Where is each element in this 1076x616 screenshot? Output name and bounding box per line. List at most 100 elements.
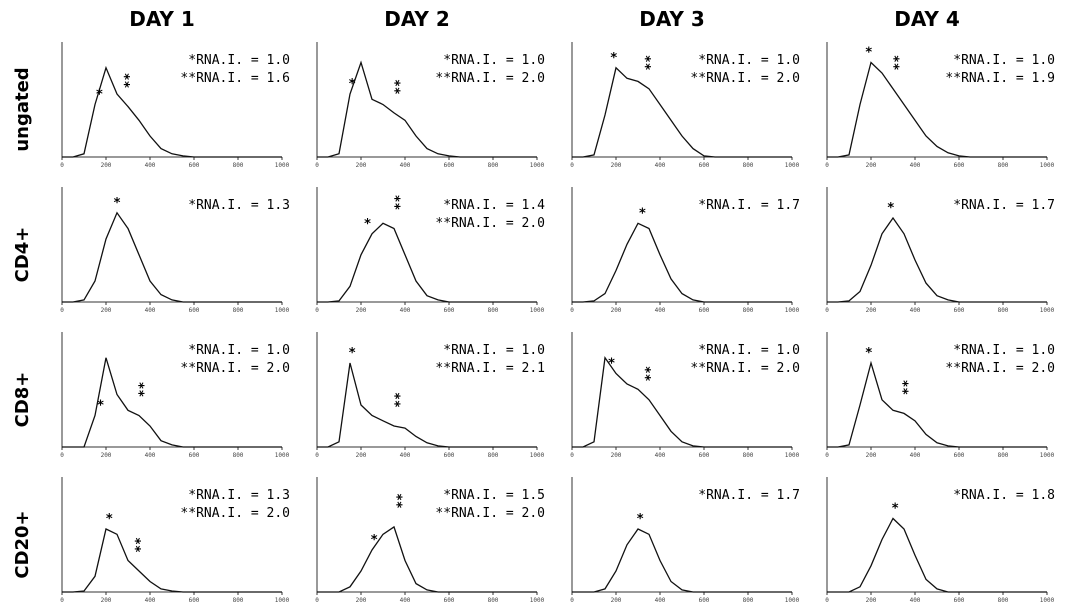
x-tick-label: 400 [910,307,921,314]
x-tick-label: 400 [400,452,411,459]
x-tick-label: 200 [866,162,877,169]
histogram [572,356,792,448]
peak-marker: * [891,502,899,517]
peak-marker: * [887,201,895,216]
x-tick-label: 600 [189,162,200,169]
peak-marker: * [610,51,618,66]
histogram [827,517,1047,593]
x-tick-label: 200 [356,597,367,604]
x-tick-label: 800 [233,597,244,604]
x-tick-label: 800 [233,307,244,314]
x-tick-label: 600 [954,452,965,459]
x-tick-label: 600 [444,307,455,314]
x-tick-label: 200 [101,597,112,604]
x-tick-label: 600 [954,307,965,314]
x-tick-label: 600 [699,452,710,459]
peak-marker: * [638,206,646,221]
x-tick-label: 400 [145,452,156,459]
rna-index-label: **RNA.I. = 2.0 [435,216,545,231]
rna-index-label: **RNA.I. = 2.0 [180,506,290,521]
rna-index-label: *RNA.I. = 1.0 [443,53,545,68]
rna-index-label: *RNA.I. = 1.5 [443,488,545,503]
x-tick-label: 400 [400,307,411,314]
column-header: DAY 4 [894,7,960,31]
histogram [827,61,1047,158]
x-tick-label: 1000 [785,597,800,604]
x-tick-label: 0 [60,162,64,169]
x-tick-label: 0 [315,597,319,604]
x-tick-label: 1000 [530,162,545,169]
rna-index-label: *RNA.I. = 1.4 [443,198,545,213]
x-tick-label: 400 [145,307,156,314]
peak-marker: * [364,217,372,232]
x-tick-label: 600 [699,597,710,604]
x-tick-label: 400 [655,307,666,314]
x-tick-label: 0 [60,452,64,459]
x-tick-label: 400 [145,162,156,169]
x-tick-label: 600 [444,452,455,459]
x-tick-label: 400 [655,162,666,169]
rna-index-label: *RNA.I. = 1.3 [188,198,290,213]
histogram [827,216,1047,303]
x-tick-label: 0 [315,162,319,169]
rna-index-label: *RNA.I. = 1.0 [953,343,1055,358]
rna-index-label: **RNA.I. = 1.6 [180,71,290,86]
x-tick-label: 600 [189,452,200,459]
histogram [317,525,537,593]
x-tick-label: 200 [866,452,877,459]
rna-index-label: **RNA.I. = 2.0 [435,71,545,86]
peak-marker: ** [894,380,909,396]
x-tick-label: 200 [101,452,112,459]
peak-marker: * [370,533,378,548]
x-tick-label: 200 [101,307,112,314]
x-tick-label: 600 [954,162,965,169]
peak-marker: * [865,46,873,61]
x-tick-label: 0 [570,307,574,314]
x-tick-label: 800 [233,162,244,169]
peak-marker: ** [387,392,402,408]
column-header: DAY 3 [639,7,705,31]
x-tick-label: 200 [356,307,367,314]
x-tick-label: 600 [444,597,455,604]
x-tick-label: 1000 [1040,307,1055,314]
x-tick-label: 1000 [275,597,290,604]
peak-marker: * [865,346,873,361]
row-label: CD4+ [12,227,33,283]
histogram [317,362,537,448]
x-tick-label: 1000 [1040,452,1055,459]
x-tick-label: 1000 [530,452,545,459]
x-tick-label: 200 [356,452,367,459]
x-tick-label: 800 [488,307,499,314]
peak-marker: ** [389,493,404,509]
x-tick-label: 1000 [530,307,545,314]
rna-index-label: *RNA.I. = 1.0 [698,343,800,358]
x-tick-label: 0 [825,452,829,459]
x-tick-label: 400 [655,597,666,604]
histogram [572,528,792,593]
x-tick-label: 0 [825,597,829,604]
histogram [572,66,792,158]
x-tick-label: 400 [910,597,921,604]
x-tick-label: 800 [743,162,754,169]
x-tick-label: 600 [699,162,710,169]
histogram [62,65,282,158]
rna-index-label: *RNA.I. = 1.0 [953,53,1055,68]
histogram [827,360,1047,448]
x-tick-label: 1000 [785,452,800,459]
x-tick-label: 0 [570,452,574,459]
histogram [62,357,282,448]
x-tick-label: 1000 [785,307,800,314]
x-tick-label: 1000 [785,162,800,169]
rna-index-label: *RNA.I. = 1.0 [443,343,545,358]
peak-marker: ** [116,73,131,89]
histogram [62,528,282,593]
x-tick-label: 400 [400,162,411,169]
histogram [317,60,537,158]
rna-index-label: *RNA.I. = 1.0 [188,53,290,68]
rna-index-label: **RNA.I. = 2.0 [945,361,1055,376]
peak-marker: ** [637,55,652,71]
x-tick-label: 800 [488,452,499,459]
x-tick-label: 1000 [275,452,290,459]
rna-index-label: **RNA.I. = 2.0 [690,361,800,376]
x-tick-label: 0 [315,307,319,314]
